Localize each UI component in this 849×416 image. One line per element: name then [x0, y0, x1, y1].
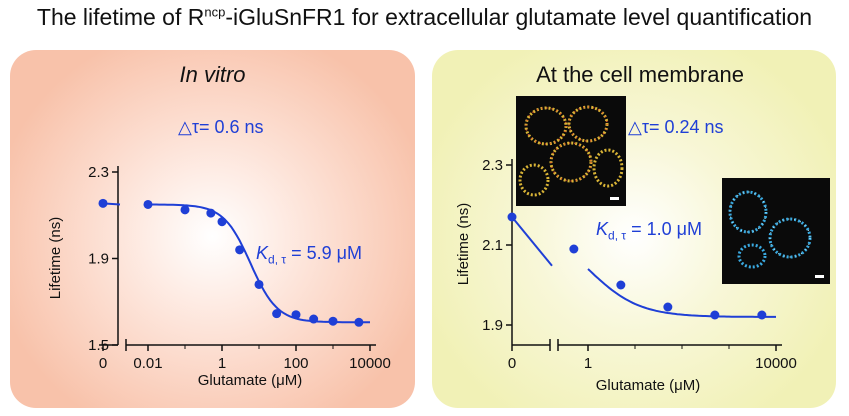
kd-label-cell: Kd, τ = 1.0 μM [596, 219, 703, 243]
data-point-zero [507, 212, 517, 222]
data-point [272, 309, 282, 319]
x-tick-label: 1 [584, 355, 592, 372]
data-point [254, 279, 264, 289]
y-tick-label: 2.3 [482, 157, 503, 174]
data-point-zero [98, 198, 108, 208]
chart-2: 1.9 2.1 2.3 0 1 10000 Glutamate (μM) Lifetime (… [455, 157, 797, 394]
data-point [180, 205, 190, 215]
data-point [354, 317, 364, 327]
y-tick-label: 2.1 [482, 237, 503, 254]
x-axis-title: Glutamate (μM) [198, 372, 303, 389]
data-point [569, 244, 579, 254]
x-tick-label: 0.01 [133, 355, 162, 372]
figure-title: The lifetime of Rncp-iGluSnFR1 for extra… [36, 4, 813, 30]
data-point [291, 310, 301, 320]
data-point [710, 310, 720, 320]
y-axis-title: Lifetime (ns) [47, 217, 64, 300]
fit-curve-zero-segment [511, 216, 553, 267]
data-point [235, 245, 245, 255]
y-tick-label: 1.5 [88, 337, 109, 354]
x-tick-label: 1 [218, 355, 226, 372]
data-point [328, 316, 338, 326]
y-tick-label: 1.9 [482, 317, 503, 334]
data-point [309, 314, 319, 324]
x-tick-label: 100 [283, 355, 308, 372]
x-tick-label: 0 [508, 355, 516, 372]
y-tick-label: 1.9 [88, 251, 109, 268]
fit-curve [587, 268, 776, 318]
y-tick-label: 2.3 [88, 164, 109, 181]
x-axis-title: Glutamate (μM) [596, 377, 701, 394]
data-point [217, 217, 227, 227]
data-point [143, 199, 153, 209]
x-tick-label: 0 [99, 355, 107, 372]
x-tick-label: 10000 [349, 355, 391, 372]
kd-label-in-vitro: Kd, τ = 5.9 μM [256, 243, 363, 267]
delta-tau-in-vitro: △τ= 0.6 ns [178, 117, 264, 137]
chart-1: 1.5 1.9 2.3 0 0.01 1 100 10000 Glutamate (μM) Lif… [47, 164, 391, 389]
in-vitro-title: In vitro [179, 62, 246, 87]
cell-membrane-micrograph-yellow [516, 96, 626, 206]
delta-tau-cell: △τ= 0.24 ns [628, 117, 724, 137]
x-tick-label: 10000 [755, 355, 797, 372]
data-point [757, 310, 767, 320]
cell-membrane-micrograph-blue [722, 178, 830, 284]
y-axis-title: Lifetime (ns) [455, 203, 472, 286]
data-point [206, 208, 216, 218]
in-vitro-panel [10, 50, 415, 408]
fit-curve [148, 203, 370, 324]
data-point [616, 280, 626, 290]
cell-membrane-title: At the cell membrane [536, 62, 744, 87]
data-point [663, 302, 673, 312]
